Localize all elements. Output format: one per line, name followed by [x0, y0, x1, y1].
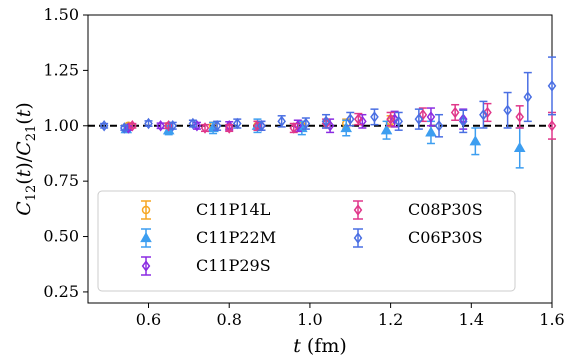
legend-label: C11P29S [196, 256, 271, 275]
data-point [425, 126, 437, 137]
data-point [513, 141, 526, 153]
data-point [192, 120, 202, 132]
x-tick-label: 0.6 [136, 310, 161, 329]
data-point [426, 111, 436, 123]
legend-marker [140, 231, 152, 243]
x-tick-label: 1.6 [539, 310, 564, 329]
data-point [380, 124, 393, 135]
data-point [483, 106, 492, 119]
data-point [156, 120, 165, 132]
data-point [354, 113, 363, 125]
data-point [257, 120, 266, 132]
data-point [345, 113, 355, 125]
legend-item: C08P30S [353, 200, 483, 220]
data-point [394, 115, 403, 128]
legend-item: C11P22M [140, 228, 276, 248]
data-point [450, 106, 460, 119]
data-point [212, 120, 222, 132]
data-point [99, 120, 109, 132]
series-c08p30s [128, 102, 557, 140]
y-tick-label: 0.25 [43, 282, 79, 301]
data-point [340, 121, 353, 133]
x-tick-label: 1.2 [378, 310, 403, 329]
legend-box [97, 190, 516, 292]
data-point [128, 120, 137, 132]
data-point [523, 91, 533, 103]
data-point [386, 113, 395, 125]
data-point [277, 115, 286, 128]
series-c06p30s [99, 56, 557, 138]
data-point [434, 120, 444, 132]
data-point [547, 120, 557, 132]
data-point [144, 117, 153, 130]
data-point [232, 117, 242, 130]
data-point [547, 80, 557, 92]
legend-marker [353, 204, 363, 216]
data-point [414, 113, 424, 125]
data-point [289, 122, 299, 134]
y-tick-label: 1.25 [43, 60, 79, 79]
data-point [479, 108, 488, 121]
legend-marker [141, 205, 151, 215]
x-tick-label: 1.0 [297, 310, 322, 329]
legend-marker [353, 232, 363, 244]
legend-label: C08P30S [408, 200, 483, 219]
y-axis-label: C12(t)/C21(t) [13, 102, 39, 216]
legend-label: C11P22M [196, 228, 276, 247]
legend-label: C11P14L [196, 200, 271, 219]
y-tick-label: 0.75 [43, 171, 79, 190]
legend-item: C11P29S [141, 256, 271, 276]
data-point [503, 104, 512, 117]
x-tick-label: 0.8 [216, 310, 241, 329]
data-point [358, 115, 367, 128]
data-point [224, 122, 234, 134]
data-point [188, 117, 198, 130]
data-point [120, 122, 129, 134]
data-point [321, 115, 331, 128]
legend-label: C06P30S [408, 228, 483, 247]
data-point [168, 120, 178, 132]
x-axis-label: t (fm) [293, 335, 347, 357]
series-c11p29s [124, 107, 468, 134]
y-tick-label: 1.50 [43, 5, 79, 24]
data-point [515, 111, 525, 123]
y-tick-label: 1.00 [43, 116, 79, 135]
data-point [370, 111, 379, 123]
data-point [458, 115, 468, 128]
legend-item: C06P30S [353, 228, 483, 248]
legend-item: C11P14L [141, 200, 271, 220]
data-point [469, 135, 482, 146]
legend-marker [141, 260, 151, 272]
plot-frame [87, 14, 553, 304]
y-tick-label: 0.50 [43, 227, 79, 246]
x-tick-label: 1.4 [459, 310, 484, 329]
data-point [301, 117, 311, 130]
data-point [200, 122, 210, 134]
